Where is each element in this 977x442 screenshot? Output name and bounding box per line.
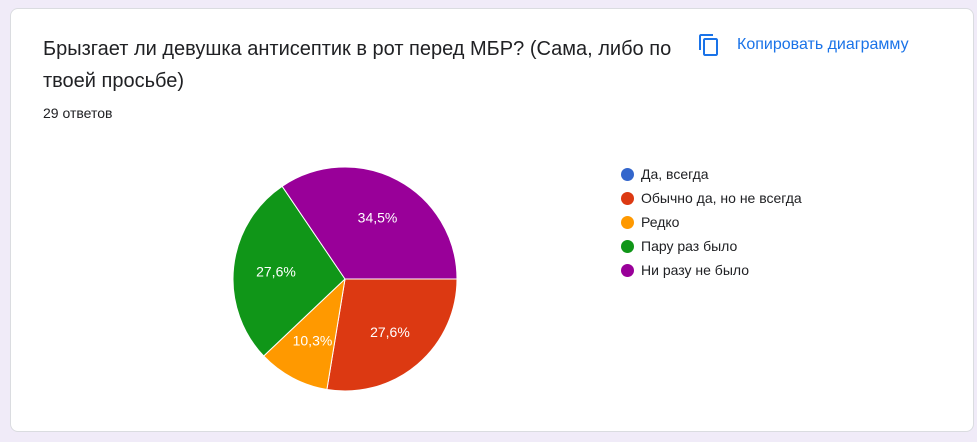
legend-item-2: Обычно да, но не всегда [621,186,802,210]
pie-chart: 27,6% 10,3% 27,6% 34,5% [232,166,458,392]
legend-label: Да, всегда [641,166,709,182]
legend-swatch [621,215,634,229]
legend-item-1: Да, всегда [621,162,802,186]
legend-label: Пару раз было [641,238,738,254]
pie-slice-label-4: 27,6% [256,263,296,279]
pie-slice-3 [262,277,346,391]
legend-label: Обычно да, но не всегда [641,190,802,206]
legend-label: Редко [641,214,680,230]
legend-swatch [621,167,634,181]
legend-swatch [621,263,634,277]
copy-icon [697,33,721,57]
legend-item-4: Пару раз было [621,234,802,258]
pie-slice-label-5: 34,5% [358,210,398,226]
legend-item-5: Ни разу не было [621,258,802,282]
pie-slice-4 [232,185,346,357]
pie-slice-label-2: 27,6% [370,324,410,340]
copy-chart-label: Копировать диаграмму [737,36,909,53]
copy-chart-button[interactable]: Копировать диаграмму [697,33,909,57]
chart-card: Брызгает ли девушка антисептик в рот пер… [10,8,974,432]
pie-slice-label-3: 10,3% [293,332,333,348]
legend-swatch [621,191,634,205]
pie-slice-2 [326,278,458,392]
chart-legend: Да, всегда Обычно да, но не всегда Редко Па… [621,162,802,282]
question-title: Брызгает ли девушка антисептик в рот пер… [43,38,672,92]
response-count: 29 ответов [43,105,113,121]
pie-slice-5 [281,166,458,280]
legend-item-3: Редко [621,210,802,234]
legend-swatch [621,239,634,253]
legend-label: Ни разу не было [641,262,749,278]
